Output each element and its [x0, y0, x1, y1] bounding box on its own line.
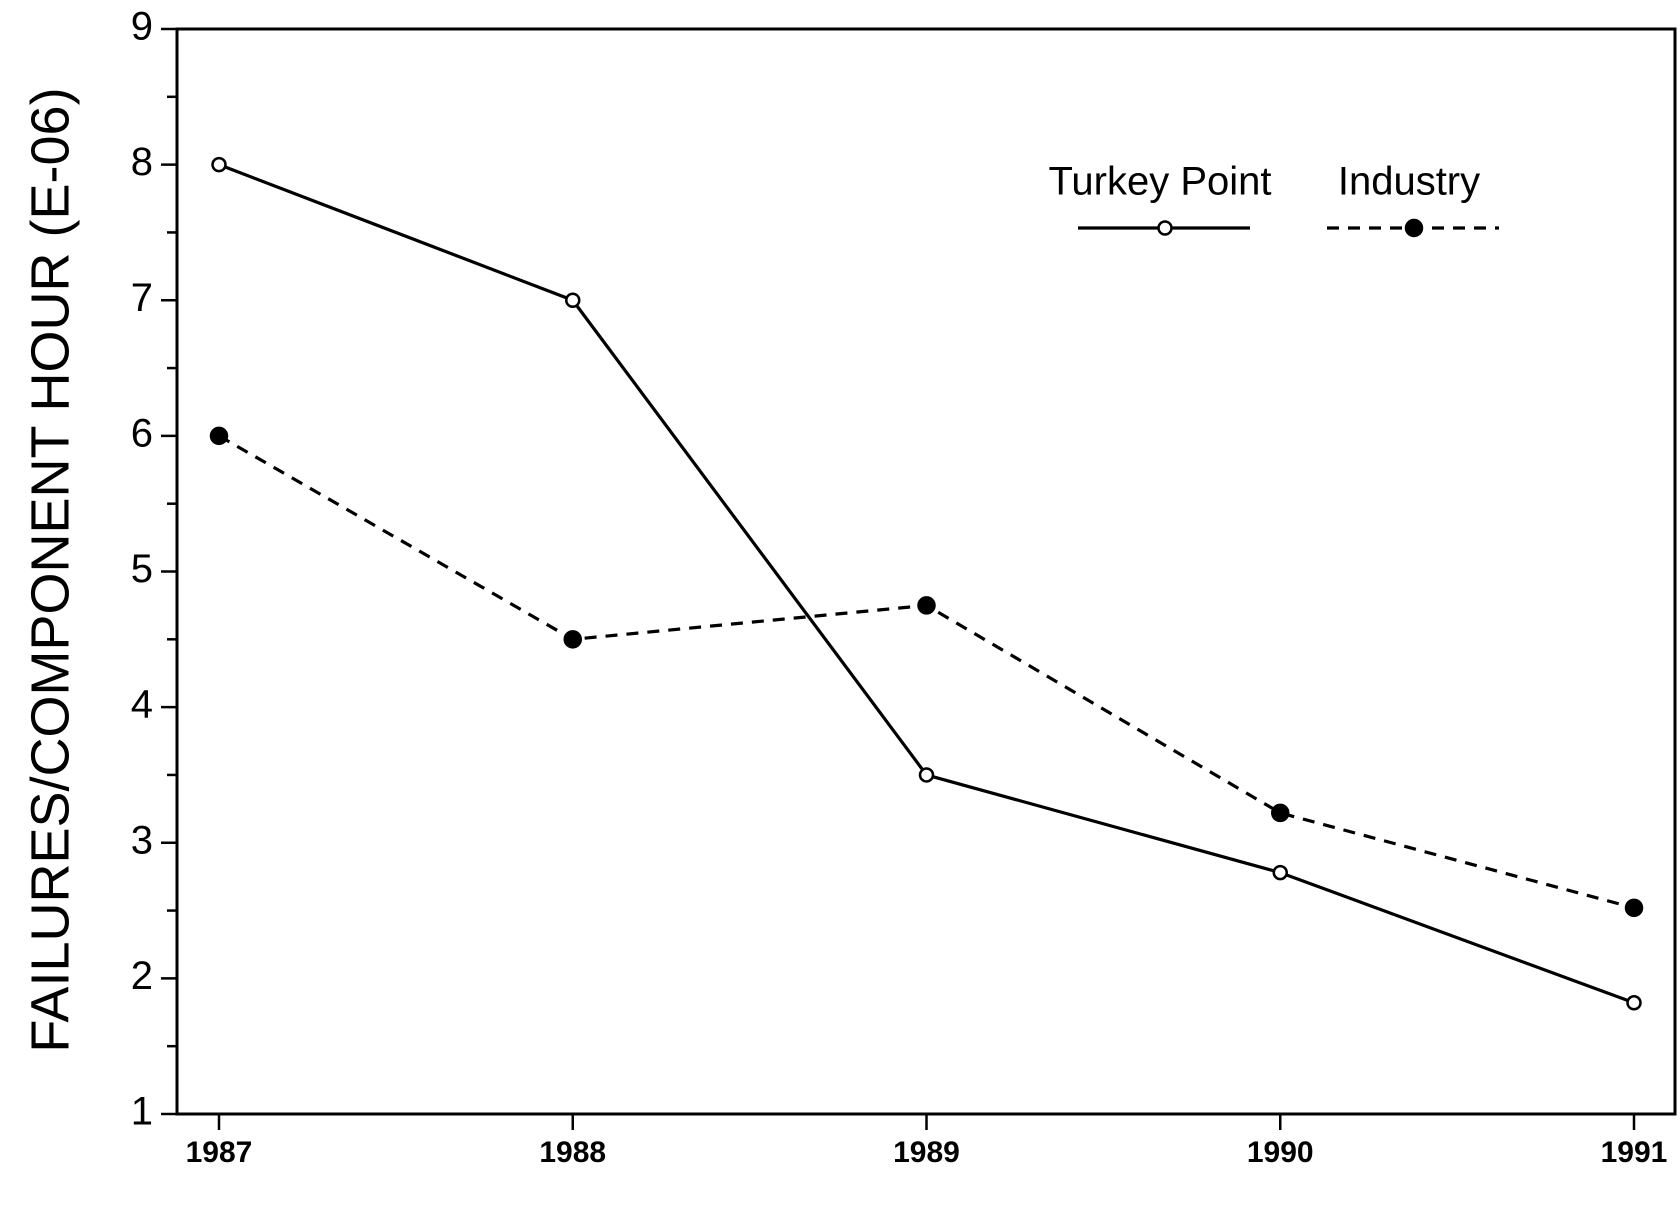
series-line	[218, 434, 1635, 910]
y-tick-label: 9	[131, 5, 153, 49]
y-tick-label: 3	[131, 818, 153, 862]
y-tick-label: 6	[131, 411, 153, 455]
point	[563, 630, 582, 649]
point	[1624, 898, 1644, 918]
y-tick-label: 1	[131, 1090, 153, 1134]
y-tick-label: 4	[131, 683, 153, 727]
y-tick-label: 8	[131, 140, 153, 184]
legend-marker	[1404, 218, 1424, 238]
x-tick-label: 1990	[1247, 1136, 1314, 1169]
point	[1626, 995, 1642, 1011]
point	[1271, 803, 1290, 823]
legend-marker	[1157, 220, 1173, 236]
point	[209, 426, 229, 446]
series-line	[218, 163, 1635, 1005]
y-axis-label: FAILURES/COMPONENT HOUR (E-06)	[20, 87, 80, 1052]
y-tick-label: 7	[131, 276, 153, 320]
x-tick-label: 1991	[1601, 1136, 1668, 1169]
y-tick-label: 5	[131, 547, 153, 591]
x-tick-label: 1987	[186, 1136, 253, 1169]
legend-label: Industry	[1338, 160, 1480, 204]
point	[1272, 864, 1288, 881]
x-tick-label: 1988	[539, 1136, 606, 1169]
point	[918, 767, 935, 783]
legend-label: Turkey Point	[1048, 160, 1271, 204]
point	[211, 156, 227, 173]
point	[917, 596, 936, 615]
y-tick-label: 2	[131, 954, 153, 998]
x-tick-label: 1989	[893, 1136, 960, 1169]
point	[565, 292, 581, 308]
